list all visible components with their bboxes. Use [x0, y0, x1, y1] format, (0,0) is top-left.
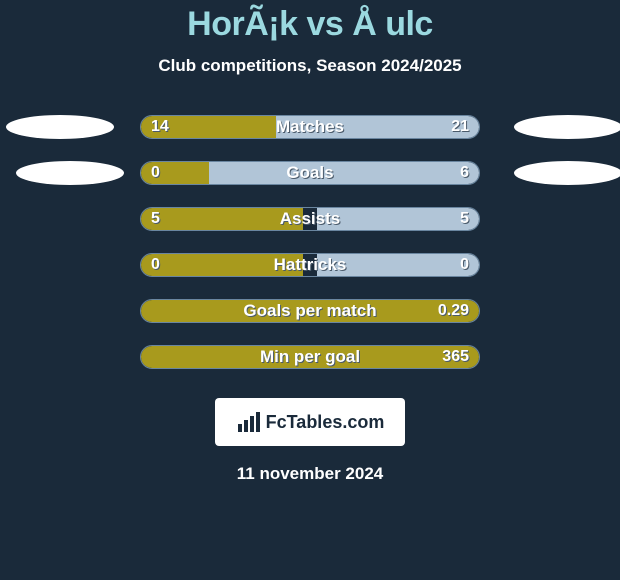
stat-bar-left-fill	[141, 116, 276, 138]
stat-bar: 0.29Goals per match	[140, 299, 480, 323]
stat-bar: 55Assists	[140, 207, 480, 231]
stat-bar: 365Min per goal	[140, 345, 480, 369]
stat-row: 00Hattricks	[0, 242, 620, 288]
stat-row: 55Assists	[0, 196, 620, 242]
stat-bar-left-fill	[141, 162, 209, 184]
subtitle: Club competitions, Season 2024/2025	[0, 56, 620, 76]
source-logo-card: FcTables.com	[215, 398, 405, 446]
stat-bar: 00Hattricks	[140, 253, 480, 277]
stat-bar-left-fill	[141, 300, 479, 322]
stat-bar: 06Goals	[140, 161, 480, 185]
stat-row: 365Min per goal	[0, 334, 620, 380]
stat-bar-left-fill	[141, 254, 303, 276]
bar-chart-icon	[236, 410, 260, 434]
stats-card: HorÃ¡k vs Å ulc Club competitions, Seaso…	[0, 0, 620, 580]
stat-bar-right-fill	[209, 162, 479, 184]
stat-bar: 1421Matches	[140, 115, 480, 139]
stat-bar-right-fill	[317, 254, 479, 276]
stat-row: 06Goals	[0, 150, 620, 196]
stat-bar-right-fill	[317, 208, 479, 230]
stat-row: 0.29Goals per match	[0, 288, 620, 334]
page-title: HorÃ¡k vs Å ulc	[0, 5, 620, 44]
snapshot-date: 11 november 2024	[0, 464, 620, 484]
stat-bar-right-fill	[276, 116, 479, 138]
stat-bar-left-fill	[141, 346, 479, 368]
stat-rows-container: 1421Matches 06Goals 55Assists 00Hattricks 0.…	[0, 104, 620, 380]
stat-bar-left-fill	[141, 208, 303, 230]
stat-row: 1421Matches	[0, 104, 620, 150]
source-logo-text: FcTables.com	[266, 412, 385, 433]
